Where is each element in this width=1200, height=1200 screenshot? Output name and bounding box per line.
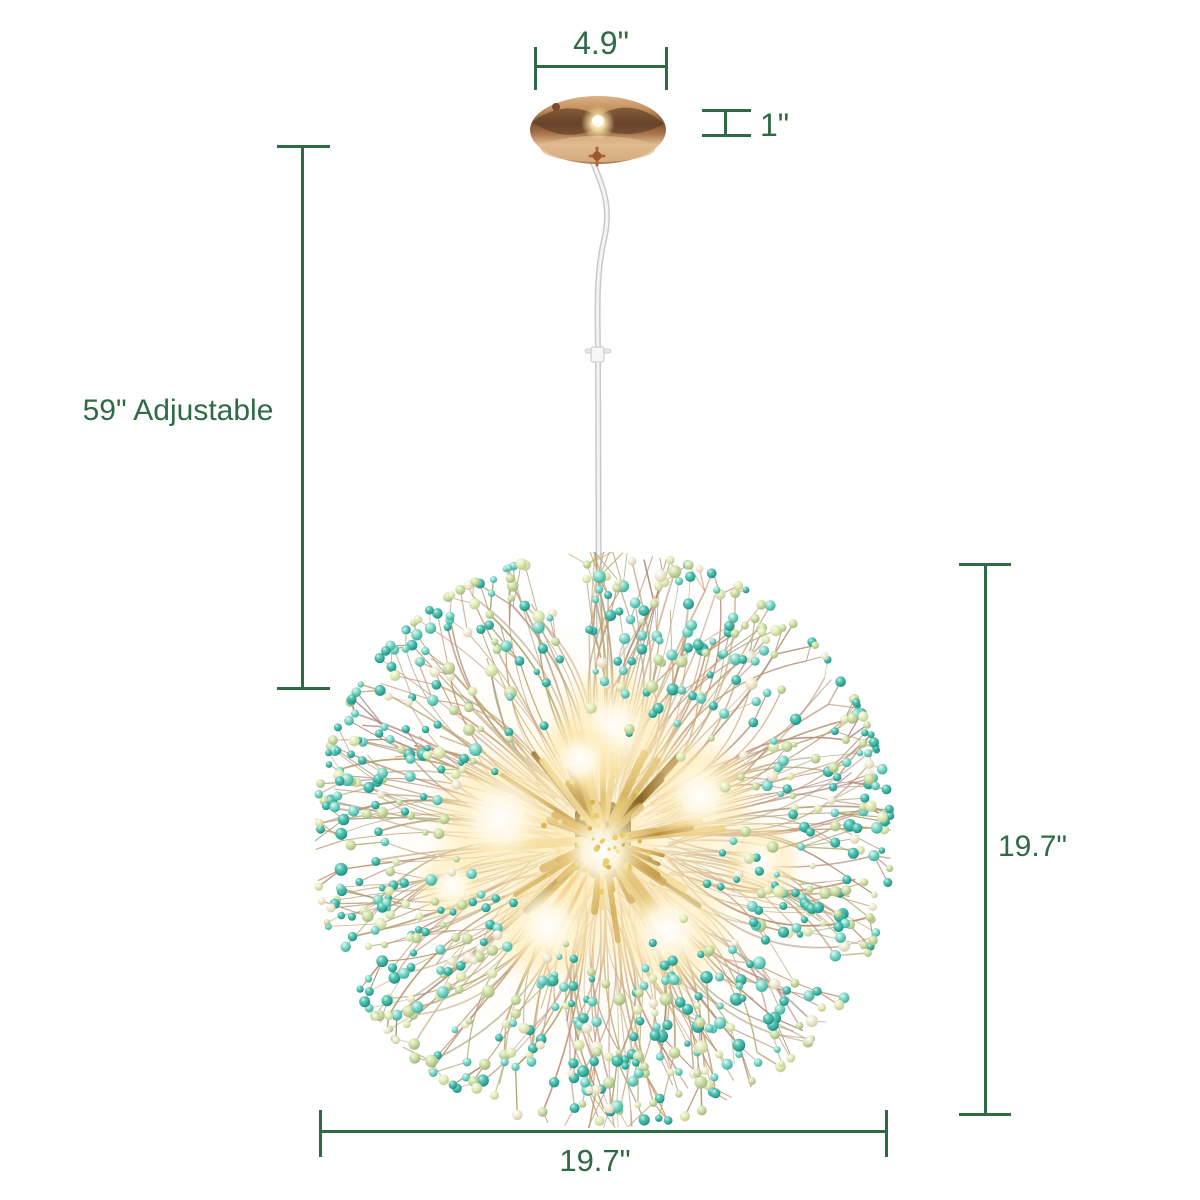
dim-canopy-width-tick-left: [534, 47, 537, 90]
dim-cable-tick-bottom: [277, 687, 330, 690]
dim-canopy-width-line: [534, 65, 668, 68]
dim-sphere-height-label: 19.7": [998, 830, 1068, 863]
dim-sphere-width-tick-left: [319, 1110, 322, 1157]
dim-cable-label: 59" Adjustable: [82, 394, 274, 427]
dim-sphere-height-tick-bottom: [959, 1113, 1011, 1116]
dim-cable-tick-top: [277, 145, 330, 148]
dim-canopy-height-label: 1": [760, 107, 790, 143]
dim-sphere-height-line: [984, 564, 987, 1116]
dim-sphere-height-tick-top: [959, 563, 1011, 566]
dim-canopy-height-line: [724, 109, 727, 137]
dim-sphere-width-tick-right: [885, 1110, 888, 1157]
dim-canopy-width-label: 4.9": [573, 25, 629, 61]
dim-canopy-width-tick-right: [665, 47, 668, 90]
dim-cable-line: [301, 146, 304, 690]
dim-sphere-width-line: [321, 1130, 887, 1133]
dim-sphere-width-label: 19.7": [559, 1143, 631, 1178]
